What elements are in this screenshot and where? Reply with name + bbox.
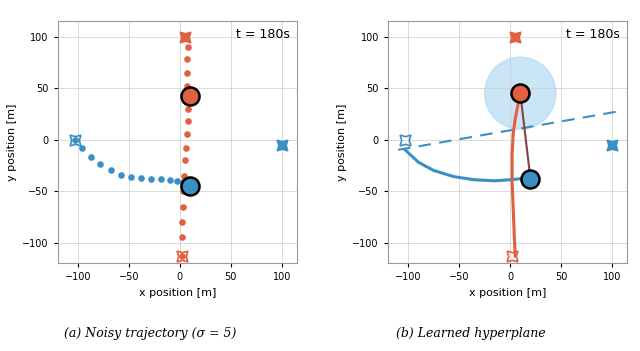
X-axis label: x position [m]: x position [m] (139, 288, 216, 298)
Point (180, 157, 190, 163)
Point (182, 181, 192, 187)
Text: t = 180s: t = 180s (566, 28, 620, 41)
Point (180, 34, 190, 39)
Y-axis label: y position [m]: y position [m] (6, 104, 17, 181)
Point (185, 93, 195, 99)
Point (178, 204, 188, 210)
Point (177, 235, 187, 240)
Point (181, 145, 191, 151)
Point (183, 118, 193, 124)
Point (126, 174, 136, 179)
Point (146, 176, 156, 181)
Circle shape (484, 57, 556, 129)
Text: (a) Noisy trajectory (σ = 5): (a) Noisy trajectory (σ = 5) (64, 327, 237, 340)
Point (86, 154, 97, 160)
X-axis label: x position [m]: x position [m] (469, 288, 546, 298)
Point (179, 173, 189, 178)
Text: t = 180s: t = 180s (236, 28, 290, 41)
Point (77, 145, 87, 151)
Point (178, 179, 188, 185)
Point (116, 172, 126, 177)
Point (106, 168, 116, 173)
Point (95, 161, 106, 167)
Point (182, 57, 192, 62)
Y-axis label: y position [m]: y position [m] (337, 104, 347, 181)
Point (164, 177, 175, 183)
Point (183, 44, 193, 49)
Point (183, 106, 193, 112)
Point (156, 176, 166, 181)
Text: (b) Learned hyperplane: (b) Learned hyperplane (396, 327, 545, 340)
Point (70, 137, 80, 143)
Point (172, 178, 182, 184)
Point (177, 219, 187, 225)
Point (182, 132, 192, 137)
Point (177, 253, 187, 259)
Point (182, 83, 192, 89)
Point (136, 175, 146, 180)
Point (182, 70, 192, 75)
Point (185, 183, 195, 189)
Point (178, 188, 188, 194)
